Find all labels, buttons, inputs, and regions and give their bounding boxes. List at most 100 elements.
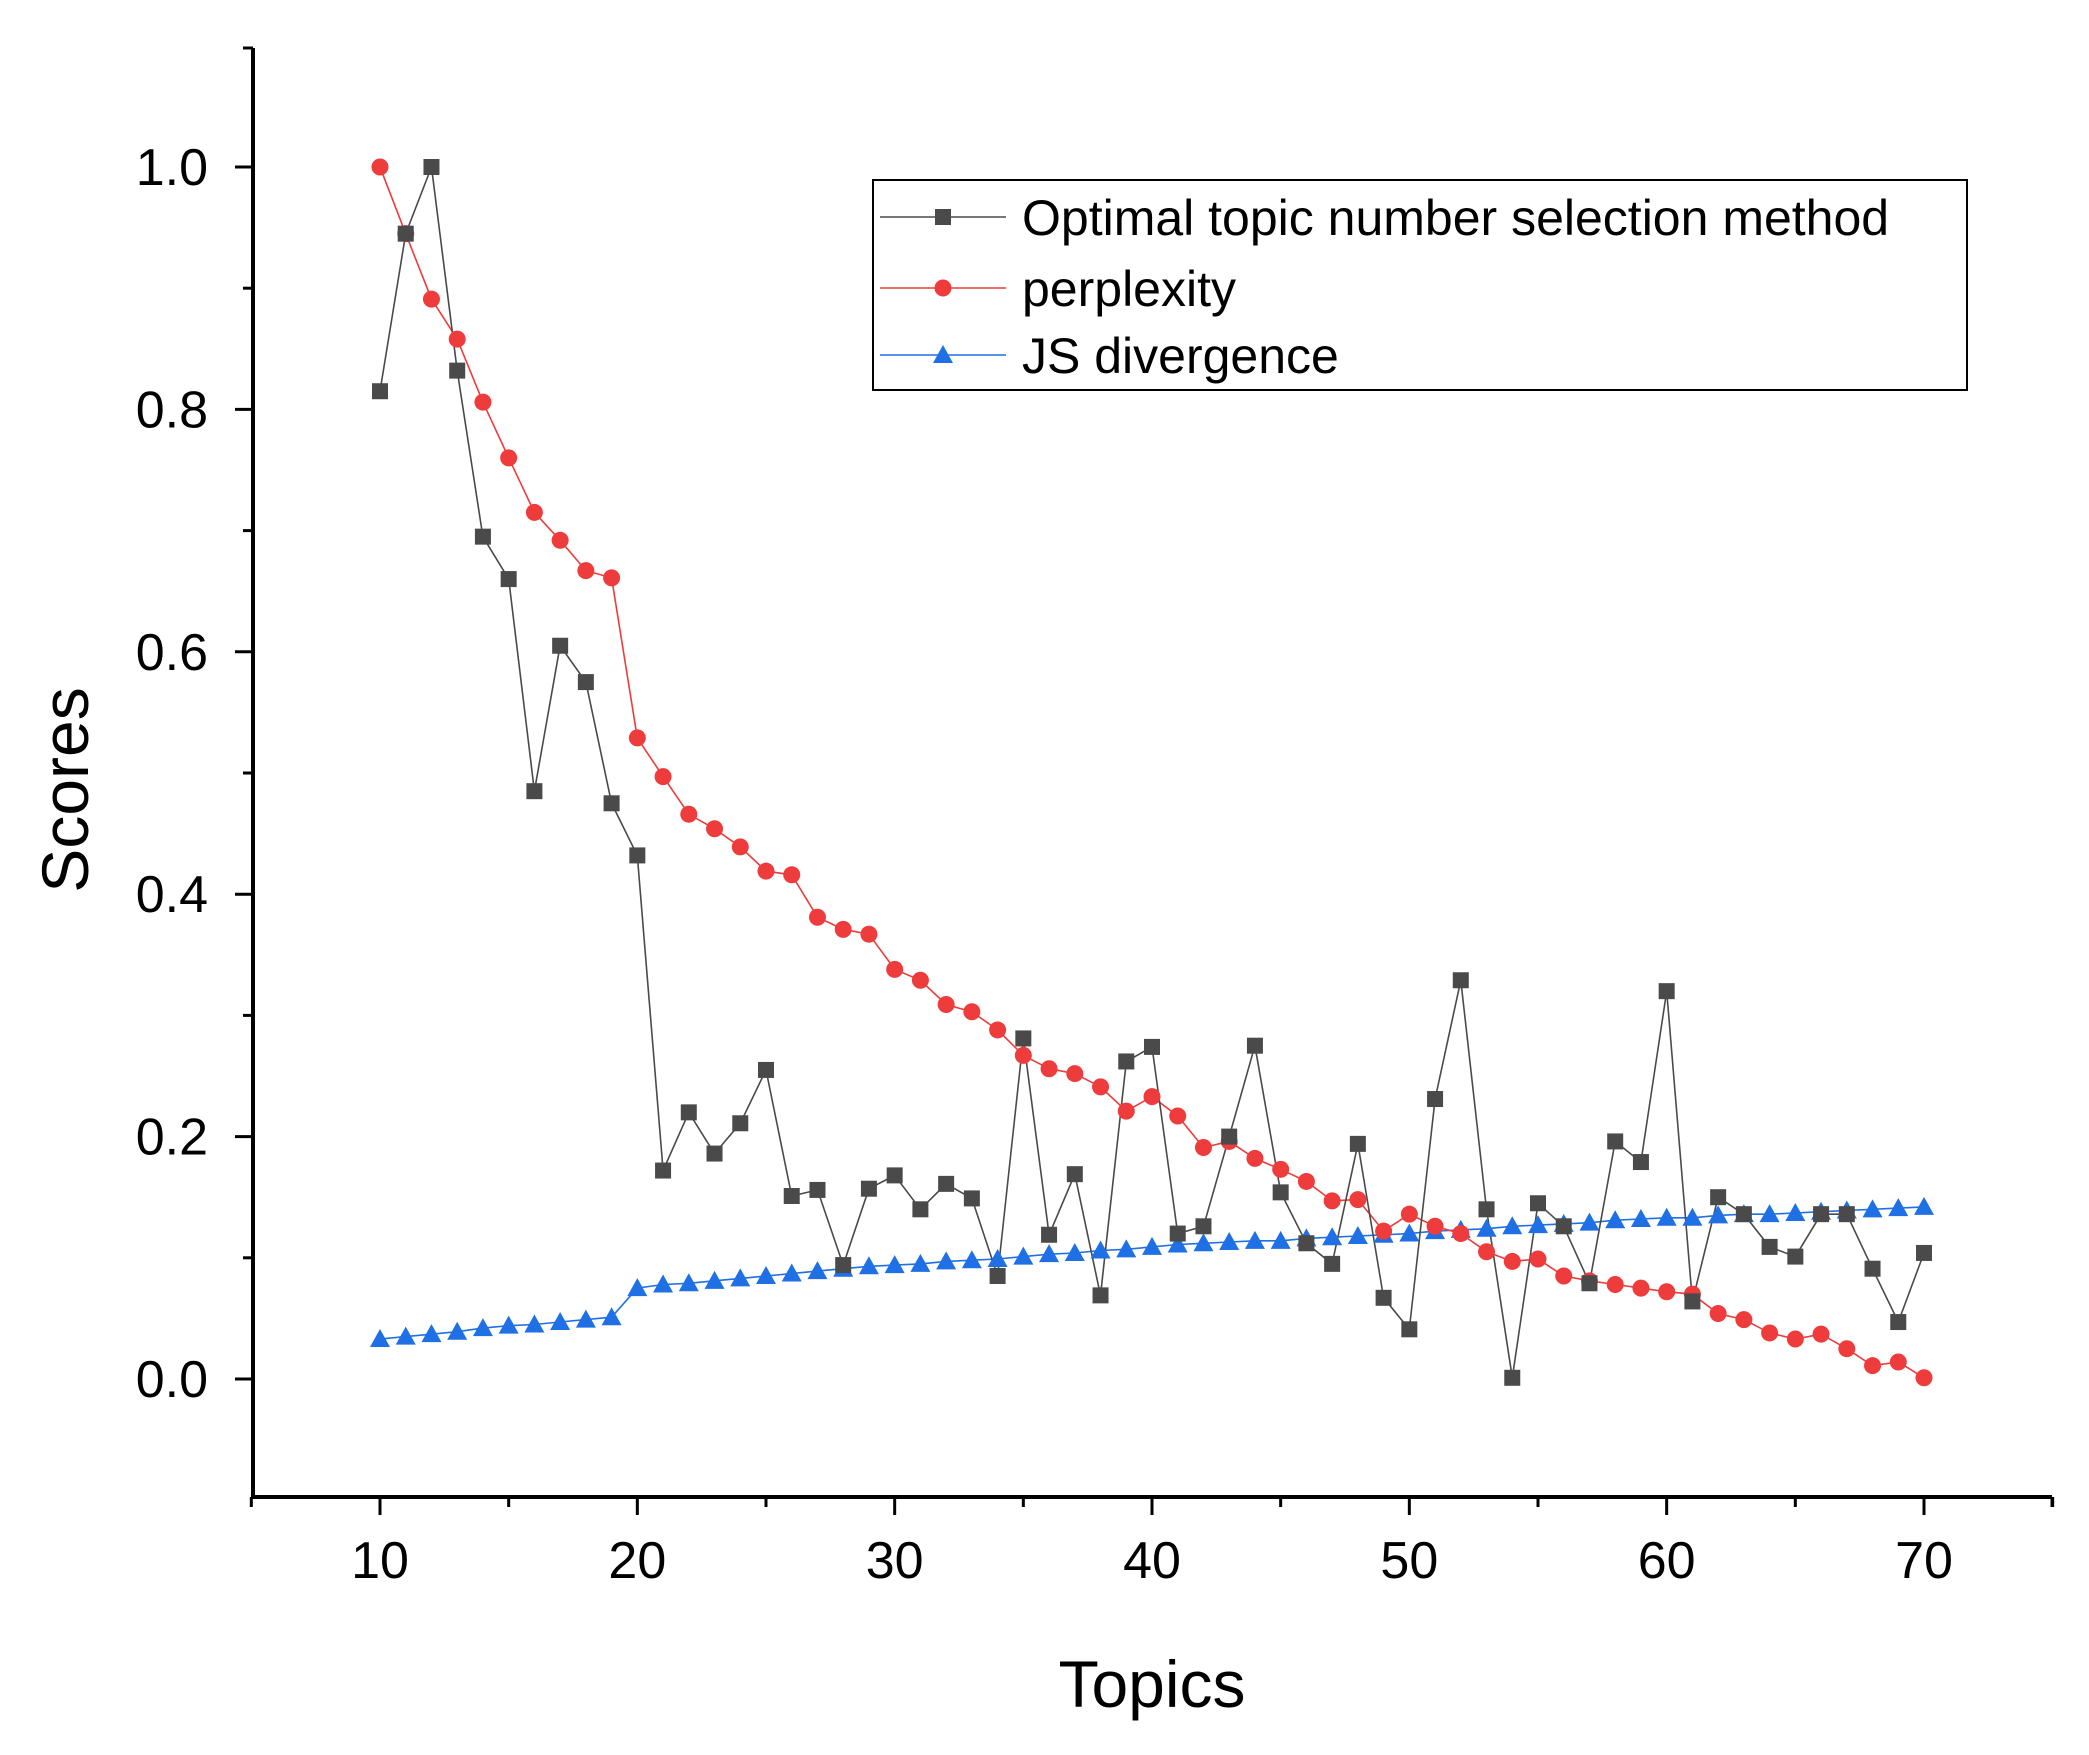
data-point-square — [1375, 1289, 1392, 1306]
data-point-square — [1478, 1201, 1495, 1218]
y-tick-label: 0.0 — [136, 1351, 208, 1409]
data-point-circle — [989, 1021, 1007, 1039]
data-point-triangle — [1759, 1204, 1780, 1223]
data-point-square — [1632, 1154, 1649, 1171]
data-point-circle — [1555, 1267, 1573, 1285]
data-point-square — [1735, 1206, 1752, 1223]
data-point-circle — [1272, 1160, 1290, 1178]
data-point-square — [860, 1180, 877, 1197]
data-point-circle — [1297, 1172, 1315, 1190]
data-point-triangle — [781, 1263, 802, 1282]
data-point-circle — [525, 503, 543, 521]
data-point-square — [1787, 1248, 1804, 1265]
data-point-square — [1144, 1038, 1160, 1055]
data-point-triangle — [1219, 1232, 1240, 1251]
data-point-triangle — [447, 1321, 468, 1340]
data-point-triangle — [601, 1307, 622, 1326]
data-point-triangle — [936, 1251, 957, 1270]
data-point-triangle — [1630, 1209, 1651, 1228]
data-point-triangle — [395, 1326, 416, 1345]
data-point-triangle — [987, 1249, 1008, 1268]
data-point-circle — [706, 820, 724, 838]
legend-label: Optimal topic number selection method — [1022, 190, 1889, 246]
legend: Optimal topic number selection method per… — [872, 179, 1968, 391]
data-point-square — [809, 1181, 826, 1198]
data-point-triangle — [1914, 1196, 1934, 1215]
data-point-circle — [783, 866, 801, 884]
data-point-square — [1890, 1314, 1907, 1331]
data-point-circle — [1066, 1065, 1084, 1083]
data-point-circle — [1709, 1305, 1727, 1323]
data-point-square — [372, 383, 388, 400]
data-point-triangle — [1399, 1223, 1420, 1242]
data-point-circle — [860, 925, 878, 943]
data-point-square — [1427, 1091, 1444, 1108]
data-point-circle — [1915, 1369, 1933, 1387]
data-point-circle — [1735, 1311, 1753, 1329]
data-point-circle — [422, 290, 440, 308]
data-point-square — [963, 1190, 980, 1207]
data-point-circle — [1761, 1324, 1779, 1342]
data-point-circle — [1143, 1088, 1161, 1106]
data-point-triangle — [730, 1268, 751, 1287]
data-point-triangle — [1708, 1205, 1729, 1224]
data-point-triangle — [1605, 1210, 1626, 1229]
data-point-circle — [1323, 1192, 1341, 1210]
data-point-square — [1710, 1189, 1727, 1206]
data-point-triangle — [1116, 1239, 1137, 1258]
data-point-circle — [1889, 1353, 1907, 1371]
data-point-circle — [937, 995, 955, 1013]
x-tick-label: 20 — [608, 1532, 666, 1590]
legend-marker-triangle — [933, 345, 953, 363]
data-point-triangle — [524, 1314, 545, 1333]
data-point-square — [1658, 983, 1675, 1000]
data-point-circle — [1478, 1243, 1496, 1261]
data-point-triangle — [370, 1329, 390, 1348]
data-point-circle — [1658, 1283, 1676, 1301]
y-tick-label: 0.8 — [136, 381, 208, 439]
data-point-square — [835, 1257, 852, 1274]
data-point-square — [474, 528, 491, 545]
data-point-circle — [474, 393, 492, 411]
data-point-triangle — [756, 1265, 776, 1284]
data-point-triangle — [1090, 1240, 1111, 1259]
data-point-triangle — [961, 1250, 982, 1269]
data-point-square — [732, 1115, 749, 1132]
data-point-square — [1272, 1184, 1289, 1201]
data-point-triangle — [858, 1256, 879, 1275]
data-point-square — [1607, 1133, 1624, 1150]
data-point-circle — [654, 768, 672, 786]
data-point-circle — [603, 569, 621, 587]
data-point-square — [449, 362, 466, 379]
data-point-square — [1504, 1369, 1521, 1386]
data-point-triangle — [1862, 1199, 1883, 1218]
data-point-square — [500, 571, 517, 588]
data-point-square — [1169, 1225, 1186, 1242]
data-point-triangle — [1476, 1218, 1497, 1237]
data-point-circle — [886, 960, 904, 978]
x-tick-label: 50 — [1380, 1532, 1438, 1590]
legend-label: perplexity — [1022, 261, 1236, 317]
data-point-circle — [628, 729, 646, 747]
data-point-circle — [1503, 1252, 1521, 1270]
data-point-square — [1041, 1226, 1058, 1243]
data-point-circle — [757, 862, 775, 880]
data-point-square — [1195, 1218, 1212, 1235]
data-point-triangle — [1528, 1215, 1548, 1234]
data-point-square — [1092, 1287, 1109, 1304]
data-point-square — [1555, 1218, 1572, 1235]
legend-label: JS divergence — [1022, 328, 1339, 384]
data-point-square — [397, 225, 414, 242]
axis-ticks — [235, 46, 2055, 1515]
data-point-triangle — [1347, 1225, 1368, 1244]
data-point-square — [423, 159, 440, 175]
data-point-square — [783, 1187, 800, 1204]
data-point-square — [758, 1061, 774, 1078]
legend-marker-circle — [934, 279, 952, 297]
data-point-circle — [834, 920, 852, 938]
data-point-square — [1066, 1166, 1083, 1183]
data-point-square — [938, 1175, 955, 1192]
data-point-square — [1864, 1260, 1881, 1277]
data-point-square — [1324, 1255, 1341, 1272]
